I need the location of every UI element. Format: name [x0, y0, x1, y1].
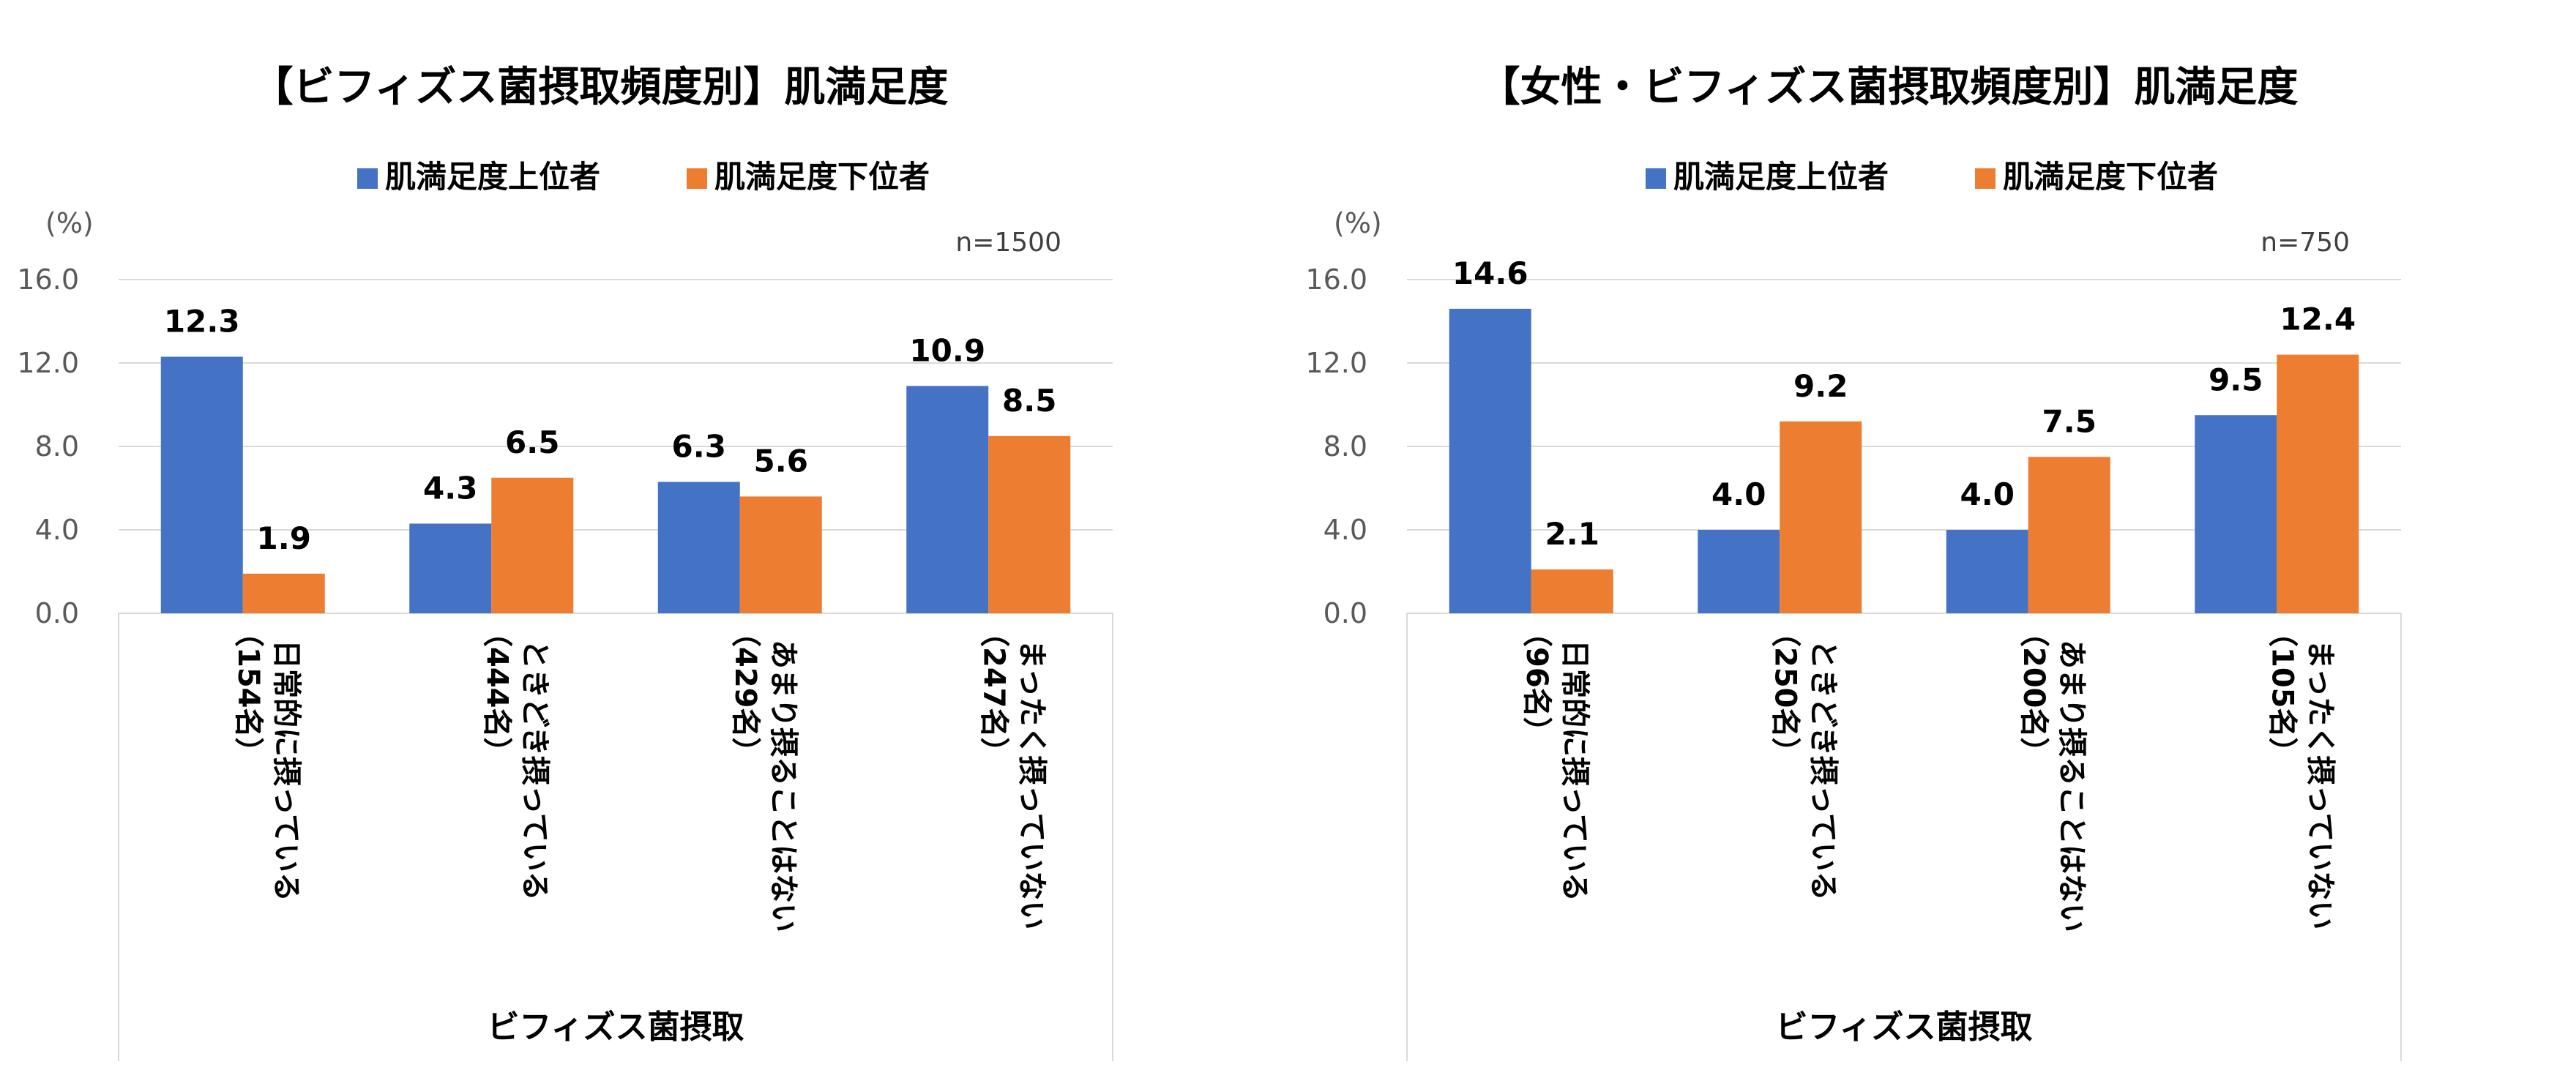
x-axis-title: ビフィズス菌摂取 [487, 1008, 744, 1046]
data-label: 6.3 [672, 428, 726, 464]
data-label: 2.1 [1545, 516, 1599, 552]
chart-title: 【ビフィズス菌摂取頻度別】肌満足度 [253, 64, 949, 111]
y-tick-label: 8.0 [1324, 430, 1367, 463]
bar-lower-3 [2277, 354, 2359, 613]
category-count: （250名） [1768, 618, 1802, 767]
bar-upper-1 [1698, 530, 1780, 613]
bar-lower-3 [988, 435, 1071, 613]
data-label: 7.5 [2042, 403, 2097, 439]
data-label: 10.9 [909, 332, 985, 368]
bar-upper-1 [409, 523, 492, 613]
category-count: （200名） [2017, 618, 2050, 767]
data-label: 4.3 [423, 470, 477, 506]
y-tick-label: 0.0 [1324, 597, 1367, 629]
category-label: ときどき摂っている [518, 640, 551, 901]
bar-lower-2 [739, 496, 822, 613]
legend-swatch-0 [1646, 168, 1666, 189]
category-count: （105名） [2265, 618, 2299, 767]
category-label: 日常的に摂っている [269, 640, 303, 902]
category-count: （247名） [977, 618, 1010, 767]
y-tick-label: 12.0 [1305, 347, 1367, 379]
y-tick-label: 16.0 [17, 263, 79, 296]
data-label: 4.0 [1960, 476, 2015, 512]
category-label: あまり摂ることはない [2055, 640, 2088, 932]
y-tick-label: 16.0 [1305, 263, 1367, 296]
data-label: 12.4 [2280, 302, 2356, 337]
data-label: 9.5 [2209, 362, 2263, 397]
y-unit-label: (%) [1334, 207, 1382, 239]
bar-upper-0 [160, 356, 243, 613]
legend-label-1: 肌満足度下位者 [2003, 159, 2218, 195]
y-tick-label: 4.0 [1324, 514, 1367, 546]
y-tick-label: 12.0 [17, 347, 79, 379]
bar-upper-0 [1449, 308, 1531, 613]
y-unit-label: (%) [45, 207, 94, 239]
legend-label-1: 肌満足度下位者 [714, 159, 930, 195]
bar-upper-2 [657, 482, 740, 613]
data-label: 1.9 [257, 520, 311, 556]
category-count: （154名） [231, 618, 265, 767]
bar-lower-0 [242, 573, 325, 613]
category-label: 日常的に摂っている [1558, 640, 1591, 902]
legend-swatch-1 [687, 168, 707, 189]
sample-size-label: n=750 [2260, 228, 2350, 258]
data-label: 9.2 [1793, 368, 1848, 404]
bar-upper-3 [906, 386, 989, 613]
bar-lower-2 [2028, 457, 2110, 613]
x-axis-title: ビフィズス菌摂取 [1775, 1008, 2032, 1046]
sample-size-label: n=1500 [955, 228, 1061, 258]
data-label: 4.0 [1711, 476, 1766, 512]
bar-upper-2 [1946, 530, 2028, 613]
legend-swatch-1 [1975, 168, 1996, 189]
category-label: あまり摂ることはない [766, 640, 800, 932]
legend-label-0: 肌満足度上位者 [1673, 159, 1889, 195]
data-label: 14.6 [1452, 255, 1528, 291]
category-count: （444名） [479, 618, 513, 767]
y-tick-label: 0.0 [35, 597, 79, 629]
bar-upper-3 [2195, 415, 2277, 613]
y-tick-label: 4.0 [35, 514, 79, 546]
chart-title: 【女性・ビフィズス菌摂取頻度別】肌満足度 [1479, 64, 2299, 111]
y-tick-label: 8.0 [35, 430, 79, 463]
data-label: 6.5 [505, 424, 559, 460]
category-count: （429名） [728, 618, 762, 767]
category-count: （96名） [1520, 618, 1553, 746]
bar-lower-1 [1780, 421, 1862, 613]
bar-lower-0 [1531, 569, 1613, 613]
legend-label-0: 肌満足度上位者 [385, 159, 600, 195]
category-label: まったく摂っていない [2303, 640, 2337, 929]
bar-lower-1 [491, 477, 574, 613]
data-label: 5.6 [754, 443, 808, 479]
category-label: まったく摂っていない [1015, 640, 1048, 929]
category-label: ときどき摂っている [1806, 640, 1840, 901]
data-label: 8.5 [1002, 383, 1056, 419]
legend-swatch-0 [357, 168, 378, 189]
data-label: 12.3 [164, 303, 240, 339]
